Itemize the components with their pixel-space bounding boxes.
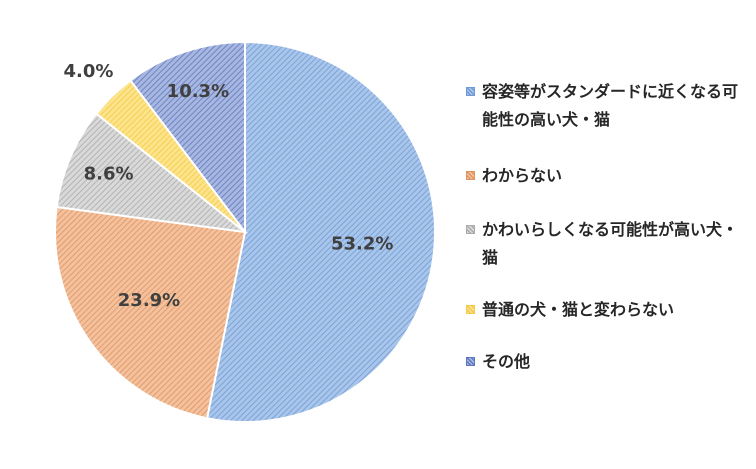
- slice-label-other: 10.3%: [167, 81, 229, 102]
- pie-slice-other: [129, 40, 246, 235]
- legend-item-normal: 普通の犬・猫と変わらない: [466, 296, 744, 324]
- legend-label: わからない: [482, 166, 563, 185]
- slice-label-unknown: 23.9%: [118, 290, 180, 311]
- legend-item-other: その他: [466, 348, 744, 376]
- legend-label: 普通の犬・猫と変わらない: [482, 300, 675, 319]
- pie-slice-standard: [205, 40, 436, 423]
- slice-label-standard: 53.2%: [331, 233, 393, 254]
- pie-slice-unknown: [54, 205, 247, 420]
- slice-label-normal: 4.0%: [64, 61, 114, 82]
- legend-item-unknown: わからない: [466, 162, 744, 190]
- legend-swatch: [466, 305, 475, 314]
- legend-item-cute: かわいらしくなる可能性が高い犬・猫: [466, 216, 744, 272]
- legend-swatch: [466, 171, 475, 180]
- legend-swatch: [466, 357, 475, 366]
- legend-item-standard: 容姿等がスタンダードに近くなる可能性の高い犬・猫: [466, 78, 744, 134]
- legend-swatch: [466, 225, 475, 234]
- pie-slice-cute: [55, 112, 249, 234]
- slices-group: [54, 40, 436, 423]
- legend-swatch: [466, 87, 475, 96]
- slice-label-cute: 8.6%: [84, 164, 134, 185]
- legend-label: 容姿等がスタンダードに近くなる可能性の高い犬・猫: [482, 82, 739, 129]
- legend-label: かわいらしくなる可能性が高い犬・猫: [482, 220, 739, 267]
- legend-label: その他: [482, 352, 531, 371]
- slice-labels-group: 53.2% 23.9% 8.6% 4.0% 10.3%: [64, 61, 394, 311]
